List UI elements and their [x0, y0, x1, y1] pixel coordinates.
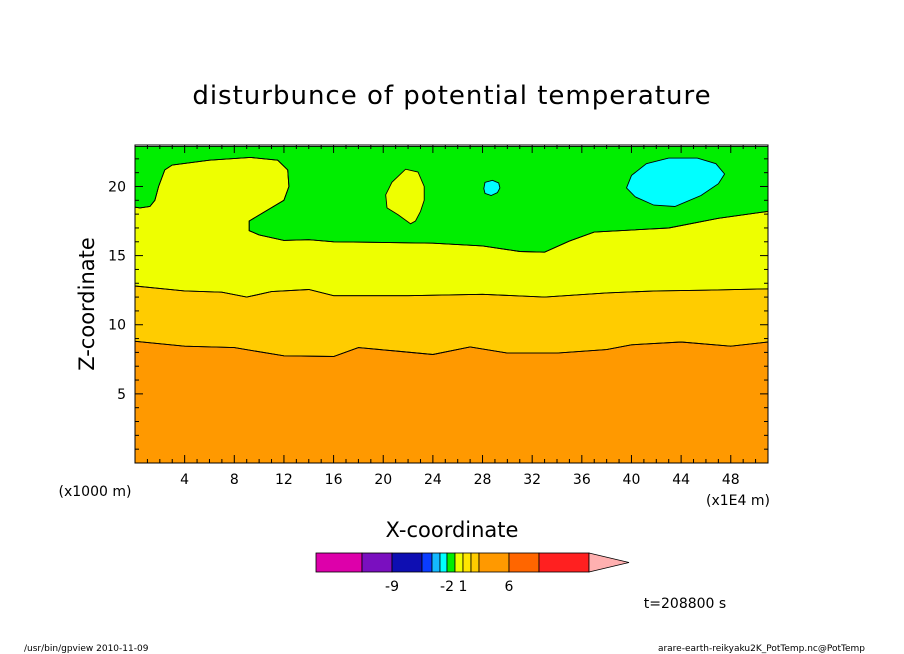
x-tick-label: 36	[573, 472, 591, 488]
contour-warm-cell	[385, 168, 425, 225]
colorbar-swatch	[431, 552, 441, 573]
plot-frame	[134, 144, 769, 464]
x-tick-label: 20	[374, 472, 392, 488]
axis-ticks	[135, 145, 768, 463]
x-tick-label: 12	[275, 472, 293, 488]
colorbar	[315, 552, 630, 573]
x-tick-labels: 4 8 12 16 20 24 28 32 36 40 44 48	[180, 472, 739, 488]
footer-program: /usr/bin/gpview 2010-11-09	[24, 644, 149, 654]
colorbar-swatch	[446, 552, 456, 573]
x-tick-label: 4	[180, 472, 189, 488]
colorbar-label: 1	[459, 579, 468, 595]
colorbar-swatch	[478, 552, 510, 573]
time-label: t=208800 s	[644, 596, 726, 612]
y-tick-labels: 5 10 15 20	[108, 179, 126, 402]
colorbar-swatch	[315, 552, 363, 573]
y-tick-label: 20	[108, 179, 126, 195]
x-tick-label: 28	[474, 472, 492, 488]
colorbar-swatch	[439, 552, 448, 573]
x-tick-label: 40	[623, 472, 641, 488]
y-tick-label: 10	[108, 318, 126, 334]
footer-file: arare-earth-reikyaku2K_PotTemp.nc@PotTem…	[658, 644, 865, 654]
colorbar-swatch	[361, 552, 393, 573]
colorbar-swatch	[462, 552, 472, 573]
colorbar-swatch	[454, 552, 464, 573]
y-tick-label: 15	[108, 249, 126, 265]
contour-cool-cell-large	[625, 157, 726, 207]
x-unit-note: (x1000 m)	[59, 484, 132, 500]
contour-upper-band	[134, 145, 769, 253]
colorbar-label: -9	[385, 579, 399, 595]
colorbar-swatch	[470, 552, 480, 573]
x-tick-label: 44	[672, 472, 690, 488]
colorbar-swatch	[421, 552, 433, 573]
colorbar-swatch	[391, 552, 423, 573]
x-tick-label: 16	[325, 472, 343, 488]
contour-cool-cell-small	[483, 179, 501, 196]
colorbar-arrow	[588, 552, 630, 573]
contour-fill-layer	[134, 146, 769, 464]
x-tick-label: 48	[722, 472, 740, 488]
y-tick-label: 5	[117, 387, 126, 403]
chart-title: disturbunce of potential temperature	[192, 81, 711, 111]
y-axis-title: Z-coordinate	[75, 237, 99, 371]
colorbar-swatch	[538, 552, 590, 573]
x-tick-label: 8	[230, 472, 239, 488]
x-tick-label: 24	[424, 472, 442, 488]
x-tick-label: 32	[523, 472, 541, 488]
colorbar-labels: -9 -2 1 6	[385, 579, 514, 595]
x-scale-note: (x1E4 m)	[706, 493, 770, 509]
region-surface-band	[134, 340, 769, 464]
colorbar-swatch	[508, 552, 540, 573]
colorbar-label: -2	[440, 579, 454, 595]
x-axis-title: X-coordinate	[386, 518, 519, 542]
colorbar-label: 6	[505, 579, 514, 595]
